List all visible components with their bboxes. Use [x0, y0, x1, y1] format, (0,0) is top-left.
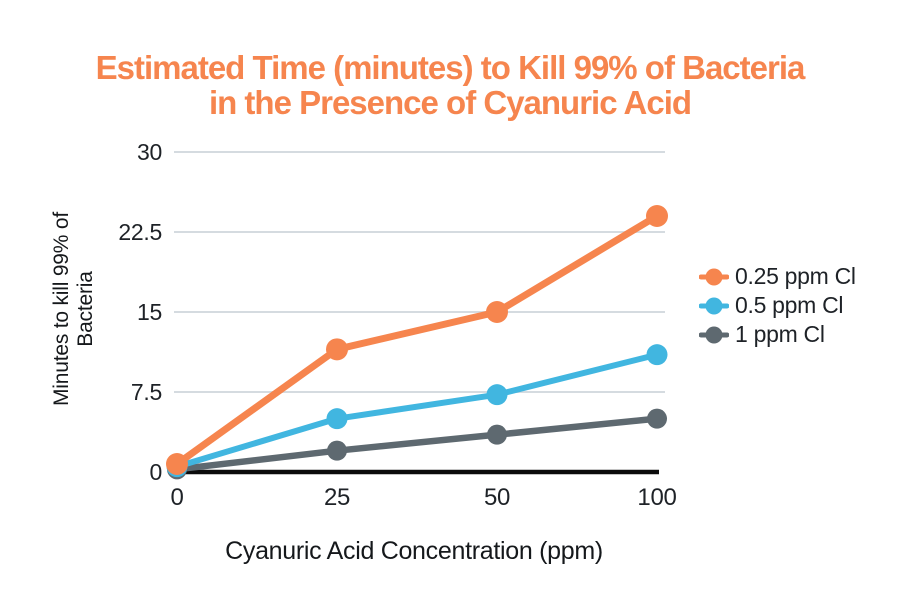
x-tick-label-50: 50 — [483, 484, 511, 511]
chart-legend: 0.25 ppm Cl 0.5 ppm Cl 1 ppm Cl — [699, 263, 856, 347]
y-tick-label-15: 15 — [137, 299, 162, 325]
legend-line-marker-icon — [699, 268, 729, 285]
y-tick-label-0: 0 — [149, 459, 163, 485]
chart-title: Estimated Time (minutes) to Kill 99% of … — [0, 50, 900, 120]
legend-label: 0.5 ppm Cl — [735, 292, 844, 318]
x-axis-title: Cyanuric Acid Concentration (ppm) — [225, 537, 603, 565]
data-point-marker — [326, 338, 348, 361]
data-point-marker — [166, 453, 188, 475]
data-point-marker — [486, 384, 508, 406]
x-tick-label-25: 25 — [323, 484, 351, 511]
y-tick-label-7.5: 7.5 — [130, 379, 162, 405]
data-point-marker — [486, 301, 508, 323]
chart-title-line1: Estimated Time (minutes) to Kill 99% of … — [95, 49, 806, 86]
series-line-0-5-ppm-cl — [174, 351, 660, 470]
data-point-marker — [647, 408, 667, 429]
data-point-marker — [327, 440, 347, 461]
y-axis-title-line1: Minutes to kill 99% of — [50, 211, 73, 407]
data-point-marker — [646, 344, 668, 366]
y-tick-label-22.5: 22.5 — [118, 219, 162, 245]
legend-item-1-ppm-cl: 1 ppm Cl — [699, 321, 856, 347]
x-tick-label-0: 0 — [170, 484, 184, 511]
series-line-1-ppm-cl — [173, 415, 661, 473]
legend-line-marker-icon — [699, 297, 729, 314]
data-point-marker — [326, 408, 348, 430]
legend-label: 0.25 ppm Cl — [735, 263, 856, 289]
x-tick-label-100: 100 — [637, 484, 677, 511]
legend-item-0-25-ppm-cl: 0.25 ppm Cl — [699, 263, 856, 289]
chart-title-line2: in the Presence of Cyanuric Acid — [208, 84, 692, 121]
legend-label: 1 ppm Cl — [735, 321, 825, 347]
y-tick-label-30: 30 — [137, 139, 162, 165]
legend-line-marker-icon — [699, 326, 729, 343]
series-line-0-25-ppm-cl — [173, 212, 661, 468]
y-axis-title: Minutes to kill 99% of Bacteria — [50, 159, 98, 459]
y-axis-title-line2: Bacteria — [74, 271, 97, 347]
legend-item-0-5-ppm-cl: 0.5 ppm Cl — [699, 292, 856, 318]
data-point-marker — [646, 205, 668, 227]
data-point-marker — [487, 424, 507, 445]
